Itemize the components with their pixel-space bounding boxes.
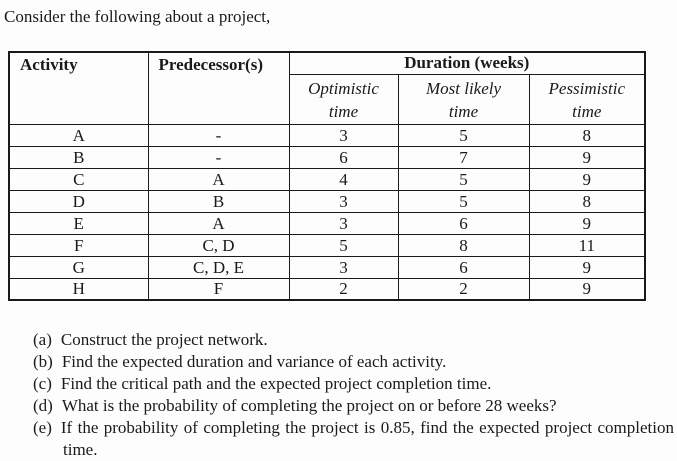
cell-optimistic: 3 (288, 211, 399, 235)
column-header-pessimistic-label: Pessimistic time (548, 78, 626, 121)
table-row: C A 4 5 9 (8, 167, 646, 191)
question-label: (c) (33, 374, 52, 393)
table-row: D B 3 5 8 (8, 189, 646, 213)
cell-most-likely: 8 (397, 233, 530, 257)
question-label: (e) (33, 418, 52, 437)
cell-predecessors: A (147, 211, 290, 235)
cell-activity: H (8, 277, 149, 301)
cell-activity: G (8, 255, 149, 279)
cell-activity: B (8, 145, 149, 169)
cell-optimistic: 4 (288, 167, 399, 191)
cell-most-likely: 5 (397, 123, 530, 147)
column-header-most-likely-label: Most likely time (425, 78, 502, 121)
question-list: (a) Construct the project network. (b) Fin… (33, 329, 674, 461)
cell-predecessors: C, D (147, 233, 290, 257)
question-label: (d) (33, 396, 53, 415)
cell-activity: A (8, 123, 149, 147)
header-row-main: Activity Predecessor(s) Duration (weeks) (8, 51, 646, 125)
cell-pessimistic: 9 (528, 145, 646, 169)
column-header-most-likely: Most likely time (397, 73, 530, 125)
cell-optimistic: 3 (288, 123, 399, 147)
cell-most-likely: 2 (397, 277, 530, 301)
cell-pessimistic: 8 (528, 123, 646, 147)
question-item-c: (c) Find the critical path and the expect… (33, 373, 674, 395)
question-item-a: (a) Construct the project network. (33, 329, 674, 351)
question-item-b: (b) Find the expected duration and varian… (33, 351, 674, 373)
cell-pessimistic: 9 (528, 277, 646, 301)
cell-predecessors: F (147, 277, 290, 301)
cell-most-likely: 6 (397, 255, 530, 279)
cell-optimistic: 3 (288, 189, 399, 213)
question-text: If the probability of completing the pro… (60, 418, 674, 459)
cell-most-likely: 5 (397, 189, 530, 213)
cell-optimistic: 3 (288, 255, 399, 279)
cell-optimistic: 2 (288, 277, 399, 301)
cell-pessimistic: 9 (528, 167, 646, 191)
cell-predecessors: - (147, 123, 290, 147)
cell-optimistic: 6 (288, 145, 399, 169)
cell-predecessors: C, D, E (147, 255, 290, 279)
table-row: B - 6 7 9 (8, 145, 646, 169)
table-row: A - 3 5 8 (8, 123, 646, 147)
question-text: Find the expected duration and variance … (61, 352, 447, 371)
cell-activity: F (8, 233, 149, 257)
cell-pessimistic: 11 (528, 233, 646, 257)
question-text: What is the probability of completing th… (61, 396, 557, 415)
cell-predecessors: B (147, 189, 290, 213)
column-header-duration-group: Duration (weeks) (288, 51, 646, 75)
cell-most-likely: 6 (397, 211, 530, 235)
cell-predecessors: A (147, 167, 290, 191)
table-row: G C, D, E 3 6 9 (8, 255, 646, 279)
cell-most-likely: 7 (397, 145, 530, 169)
cell-activity: E (8, 211, 149, 235)
question-text: Find the critical path and the expected … (60, 374, 492, 393)
column-header-optimistic-label: Optimistic time (308, 78, 379, 121)
table-row: H F 2 2 9 (8, 277, 646, 301)
activity-duration-table: Activity Predecessor(s) Duration (weeks)… (8, 51, 647, 301)
column-header-pessimistic: Pessimistic time (528, 73, 646, 125)
cell-pessimistic: 9 (528, 255, 646, 279)
cell-most-likely: 5 (397, 167, 530, 191)
question-label: (a) (33, 330, 52, 349)
cell-predecessors: - (147, 145, 290, 169)
column-header-predecessors: Predecessor(s) (147, 51, 290, 125)
cell-pessimistic: 8 (528, 189, 646, 213)
header-row-sub: Optimistic time Most likely time Pessimi… (9, 73, 646, 125)
table-row: E A 3 6 9 (8, 211, 646, 235)
column-header-optimistic: Optimistic time (288, 73, 399, 125)
column-header-activity: Activity (8, 51, 149, 125)
problem-statement: Consider the following about a project, (4, 7, 271, 26)
cell-optimistic: 5 (288, 233, 399, 257)
table-row: F C, D 5 8 11 (8, 233, 646, 257)
question-text: Construct the project network. (60, 330, 268, 349)
cell-activity: C (8, 167, 149, 191)
question-item-e: (e) If the probability of completing the … (33, 417, 674, 461)
cell-pessimistic: 9 (528, 211, 646, 235)
question-item-d: (d) What is the probability of completing… (33, 395, 674, 417)
question-label: (b) (33, 352, 53, 371)
cell-activity: D (8, 189, 149, 213)
